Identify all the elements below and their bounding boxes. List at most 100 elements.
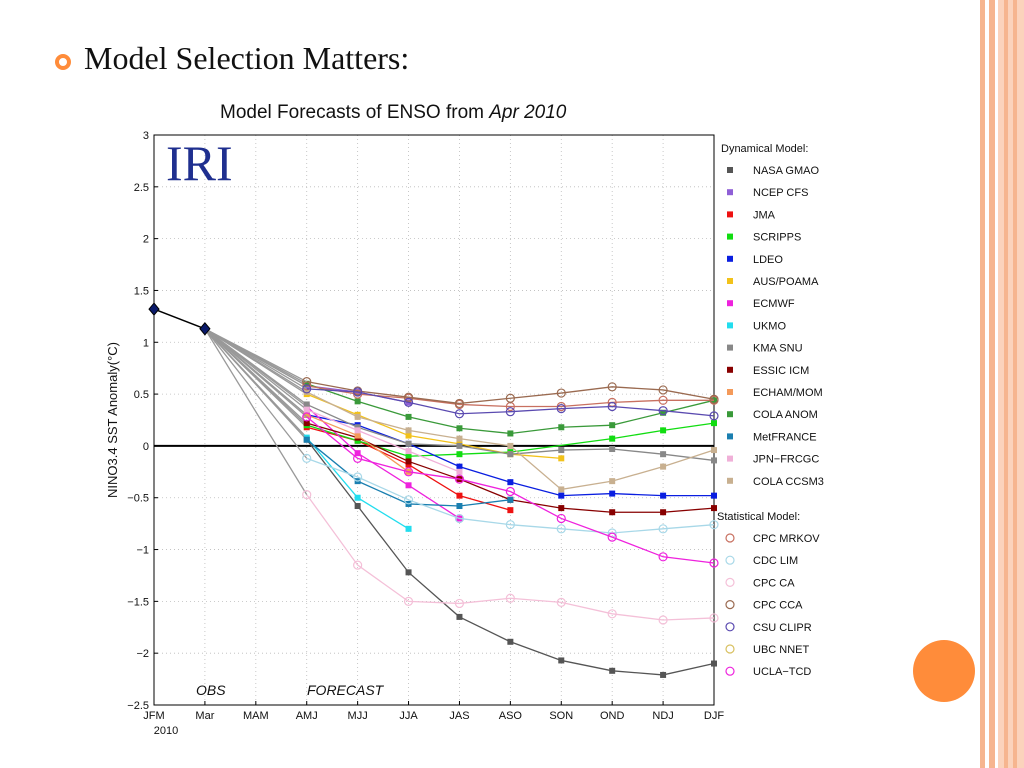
legend-label: LDEO — [753, 254, 783, 266]
data-point — [658, 406, 668, 416]
slide-title-text: Model Selection Matters: — [84, 40, 410, 76]
data-point — [403, 392, 414, 402]
data-point — [711, 447, 717, 454]
data-point — [354, 494, 361, 501]
legend-marker — [727, 477, 733, 484]
data-point — [507, 638, 514, 645]
data-point — [607, 532, 617, 542]
legend-heading-dynamical: Dynamical Model: — [721, 143, 808, 155]
grid-lines — [153, 134, 715, 706]
data-point — [607, 609, 617, 619]
series-line — [306, 388, 715, 417]
data-point — [302, 412, 312, 422]
legend-marker — [725, 666, 735, 676]
data-point — [303, 411, 310, 418]
data-point — [456, 463, 463, 470]
connector-line — [204, 328, 308, 441]
legend-label: UBC NNET — [753, 644, 810, 656]
y-tick-label: −1 — [136, 545, 149, 557]
data-point — [354, 398, 361, 405]
x-tick-label: AMJ — [296, 710, 318, 722]
legend-marker — [727, 455, 733, 462]
data-point — [303, 436, 310, 443]
x-tick-label: NDJ — [652, 710, 673, 722]
series-line — [306, 409, 460, 473]
data-point — [454, 474, 465, 484]
legend-label: CPC CCA — [753, 600, 803, 612]
data-point — [403, 467, 414, 477]
legend-label: CDC LIM — [753, 555, 798, 567]
data-point — [354, 413, 361, 420]
legend-marker — [725, 622, 735, 632]
connector-line — [204, 328, 308, 411]
connector-line — [204, 328, 308, 495]
connector-line — [204, 328, 308, 383]
x-tick-label: DJF — [704, 710, 724, 722]
data-point — [405, 440, 412, 447]
data-point — [558, 424, 565, 431]
x-tick-label: MAM — [243, 710, 269, 722]
legend: Dynamical Model: NASA GMAO NCEP CFS JMA SCRI… — [717, 143, 824, 678]
data-point — [505, 393, 515, 403]
data-point — [711, 457, 717, 464]
data-point — [609, 422, 616, 429]
chart-title-date: Apr 2010 — [488, 102, 567, 123]
legend-marker — [727, 233, 733, 240]
data-point — [505, 520, 515, 530]
y-tick-label: 0.5 — [134, 389, 149, 401]
data-point — [660, 409, 667, 416]
legend-marker — [725, 644, 735, 654]
data-point — [556, 388, 566, 398]
legend-marker — [725, 555, 735, 565]
legend-label: CPC CA — [753, 577, 795, 589]
y-tick-label: 3 — [143, 130, 149, 142]
legend-marker — [727, 322, 733, 329]
legend-marker — [727, 411, 733, 418]
data-point — [353, 387, 363, 397]
data-point — [456, 451, 463, 458]
data-point — [405, 453, 412, 460]
data-point — [507, 430, 514, 437]
data-point — [354, 437, 361, 444]
data-point — [405, 482, 412, 489]
enso-forecast-chart: Model Forecasts of ENSO from Apr 2010 3 2… — [105, 102, 824, 737]
data-point — [658, 385, 668, 395]
data-point — [403, 397, 414, 407]
data-point — [558, 455, 565, 462]
observed-point — [199, 322, 211, 336]
x-tick-label: SON — [549, 710, 573, 722]
data-point — [303, 389, 310, 396]
data-point — [609, 478, 616, 485]
data-point — [354, 424, 361, 431]
data-point — [303, 406, 310, 413]
legend-marker — [727, 366, 733, 373]
data-point — [711, 420, 717, 427]
data-point — [609, 446, 616, 453]
chart-title: Model Forecasts of ENSO from Apr 2010 — [220, 102, 567, 123]
legend-marker — [727, 433, 733, 440]
data-point — [660, 671, 667, 678]
data-point — [456, 492, 463, 499]
data-point — [660, 451, 667, 458]
legend-marker — [727, 344, 733, 351]
data-point — [556, 404, 566, 414]
data-point — [403, 596, 414, 606]
x-tick-label: JAS — [449, 710, 469, 722]
data-point — [658, 395, 668, 405]
data-point — [658, 552, 668, 562]
legend-marker — [727, 189, 733, 196]
data-point — [507, 442, 514, 449]
data-point — [405, 569, 412, 576]
x-tick-label: JFM — [143, 710, 164, 722]
data-point — [454, 598, 465, 609]
legend-label: NASA GMAO — [753, 165, 819, 177]
data-point — [456, 442, 463, 449]
data-point — [405, 448, 412, 455]
legend-marker — [727, 167, 733, 173]
data-point — [609, 667, 616, 674]
data-point — [303, 420, 310, 427]
data-point — [558, 657, 565, 664]
series-line — [306, 457, 715, 534]
legend-marker — [727, 300, 733, 307]
data-point — [607, 401, 617, 412]
